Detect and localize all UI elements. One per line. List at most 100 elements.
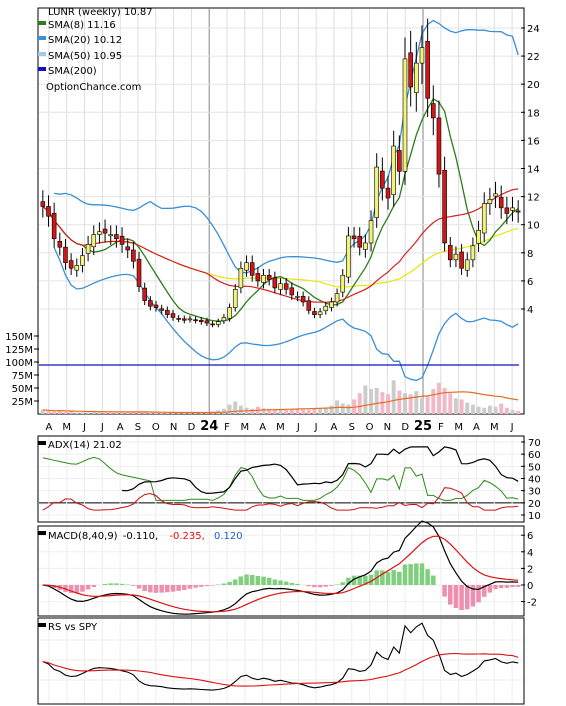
candle-down — [312, 311, 317, 315]
x-tick-label: J — [296, 422, 300, 433]
macd-hist-bar-positive — [227, 581, 232, 585]
volume-bar — [176, 412, 181, 414]
candle-down — [102, 228, 108, 234]
macd-tick-label: -2 — [527, 598, 537, 609]
rs-panel: RS vs SPY — [37, 617, 525, 705]
x-tick-label: O — [152, 422, 160, 433]
macd-hist-bar-positive — [419, 563, 425, 585]
volume-bar — [414, 391, 419, 414]
macd-hist-bar-negative — [459, 585, 464, 611]
volume-bar — [431, 389, 436, 414]
candle-up — [374, 166, 379, 218]
volume-bar — [436, 382, 441, 414]
candle-down — [447, 245, 453, 261]
x-tick-label: F — [224, 422, 230, 433]
macd-hist-bar-positive — [278, 580, 283, 585]
volume-bar — [221, 408, 226, 414]
candle-down — [159, 308, 164, 311]
volume-bar — [408, 394, 413, 414]
macd-hist-bar-positive — [108, 583, 113, 585]
candle-down — [504, 207, 510, 214]
volume-bar — [482, 407, 487, 414]
y-tick-label: 22 — [527, 52, 540, 63]
adx-tick-label: 50 — [528, 462, 541, 473]
candle-up — [232, 289, 238, 308]
legend-sma8: SMA(8) 11.16 — [48, 20, 116, 31]
macd-hist-bar-negative — [199, 585, 204, 587]
macd-hist-bar-positive — [238, 576, 244, 585]
volume-bar — [63, 411, 68, 414]
macd-hist-bar-positive — [408, 564, 413, 585]
volume-bar — [272, 409, 277, 414]
macd-hist-bar-negative — [312, 585, 317, 588]
macd-hist-bar-negative — [182, 585, 187, 590]
macd-hist-bar-negative — [148, 585, 153, 593]
macd-hist-bar-positive — [255, 575, 261, 585]
rs-title: RS vs SPY — [48, 622, 98, 633]
macd-hist-bar-positive — [368, 574, 374, 585]
macd-hist-bar-positive — [232, 579, 238, 585]
macd-label: MACD(8,40,9) — [48, 531, 118, 542]
x-tick-label: A — [45, 422, 52, 433]
candle-down — [131, 249, 136, 262]
x-tick-label: S — [135, 422, 141, 433]
volume-bar — [46, 410, 51, 414]
macd-hist-bar-negative — [165, 585, 170, 593]
macd-hist-bar-positive — [261, 576, 266, 585]
volume-bar — [238, 405, 243, 414]
rs-lines — [42, 622, 519, 691]
x-tick-label: M — [454, 422, 463, 433]
volume-bar — [69, 411, 74, 414]
candle-up — [187, 318, 193, 321]
candle-down — [380, 170, 385, 189]
candle-down — [498, 196, 504, 209]
candle-up — [510, 207, 515, 211]
volume-bar — [103, 412, 108, 414]
x-tick-label: J — [510, 422, 514, 433]
macd-grid — [39, 527, 523, 615]
macd-hist-bar-negative — [74, 585, 80, 594]
x-tick-label: J — [314, 422, 318, 433]
x-tick-label: M — [276, 422, 285, 433]
macd-signal-value: -0.235, — [169, 531, 204, 542]
candle-down — [397, 150, 402, 172]
candle-down — [198, 319, 204, 322]
volume-bar — [329, 405, 334, 414]
macd-hist-bar-positive — [340, 582, 346, 585]
macd-hist-bar-negative — [448, 585, 453, 605]
macd-tick-label: 6 — [527, 531, 533, 542]
candle-up — [329, 301, 334, 308]
rs-average-line — [42, 652, 519, 687]
adx-tick-label: 60 — [528, 450, 541, 461]
candle-up — [244, 262, 249, 271]
macd-hist-bar-positive — [114, 583, 119, 585]
bollinger-lower-line — [53, 247, 519, 382]
adx-line — [122, 446, 519, 495]
volume-bar — [448, 393, 453, 414]
candle-up — [346, 235, 351, 278]
candle-down — [306, 300, 312, 311]
macd-hist-bar-positive — [244, 574, 249, 585]
candle-down — [425, 41, 430, 99]
macd-hist-bar-positive — [221, 583, 227, 585]
volume-bar — [278, 409, 283, 414]
candle-down — [148, 300, 153, 307]
macd-hist-bar-positive — [391, 569, 396, 585]
volume-bar — [504, 407, 509, 414]
volume-bar — [284, 409, 289, 414]
macd-hist-bar-positive — [295, 583, 300, 585]
y-tick-label: 12 — [527, 193, 540, 204]
macd-hist-bar-positive — [283, 581, 289, 585]
volume-bar — [510, 409, 515, 414]
candle-down — [210, 323, 215, 326]
volume-bar — [493, 406, 498, 414]
plus-di-line — [42, 456, 519, 501]
candles — [40, 18, 521, 328]
macd-histogram — [46, 563, 521, 611]
volume-bar — [193, 412, 198, 414]
candle-up — [278, 283, 283, 290]
volume-bar — [369, 389, 374, 414]
candle-down — [193, 319, 198, 322]
volume-bar — [40, 409, 45, 414]
